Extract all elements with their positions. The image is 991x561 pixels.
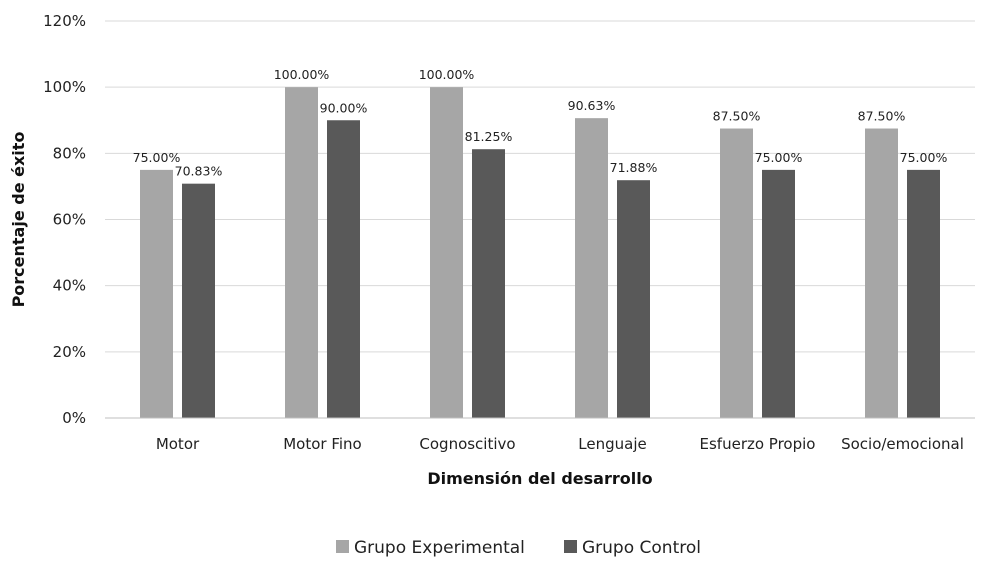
x-category-label: Cognoscitivo — [419, 435, 515, 453]
bars — [140, 87, 940, 419]
data-label: 75.00% — [755, 150, 803, 165]
bar-control — [327, 120, 360, 418]
data-label: 71.88% — [610, 160, 658, 175]
y-tick-label: 80% — [53, 144, 86, 162]
legend: Grupo Experimental Grupo Control — [336, 538, 701, 558]
y-tick-label: 100% — [43, 78, 86, 96]
bar-experimental — [575, 118, 608, 419]
legend-swatch — [336, 540, 349, 553]
bar-control — [182, 183, 215, 418]
bar-experimental — [285, 87, 318, 419]
x-category-label: Motor — [156, 435, 200, 453]
x-category-label: Lenguaje — [578, 435, 646, 453]
y-tick-label: 0% — [62, 409, 86, 427]
data-label: 87.50% — [713, 109, 761, 124]
data-labels: 75.00%70.83%100.00%90.00%100.00%81.25%90… — [133, 67, 948, 179]
data-label: 70.83% — [175, 164, 223, 179]
bar-control — [907, 169, 940, 418]
data-label: 100.00% — [419, 67, 475, 82]
x-axis-categories: Motor Motor Fino Cognoscitivo Lenguaje Esfue… — [156, 435, 964, 453]
bar-experimental — [430, 87, 463, 419]
y-tick-label: 60% — [53, 211, 86, 229]
data-label: 90.63% — [568, 98, 616, 113]
data-label: 100.00% — [274, 67, 330, 82]
data-label: 75.00% — [900, 150, 948, 165]
y-tick-label: 20% — [53, 343, 86, 361]
y-tick-label: 40% — [53, 277, 86, 295]
x-category-label: Motor Fino — [283, 435, 362, 453]
legend-label: Grupo Control — [582, 538, 701, 558]
bar-control — [617, 180, 650, 418]
legend-swatch — [564, 540, 577, 553]
data-label: 81.25% — [465, 129, 513, 144]
gridlines — [105, 20, 975, 353]
bar-experimental — [720, 128, 753, 419]
data-label: 90.00% — [320, 100, 368, 115]
x-category-label: Esfuerzo Propio — [700, 435, 816, 453]
y-axis-ticks: 0% 20% 40% 60% 80% 100% 120% — [43, 12, 86, 427]
legend-label: Grupo Experimental — [354, 538, 525, 558]
data-label: 87.50% — [858, 109, 906, 124]
x-axis-title: Dimensión del desarrollo — [427, 469, 652, 488]
y-axis-title: Porcentaje de éxito — [9, 132, 28, 308]
bar-control — [472, 149, 505, 418]
bar-experimental — [140, 169, 173, 418]
bar-control — [762, 169, 795, 418]
y-tick-label: 120% — [43, 12, 86, 30]
data-label: 75.00% — [133, 150, 181, 165]
x-category-label: Socio/emocional — [841, 435, 964, 453]
bar-experimental — [865, 128, 898, 419]
